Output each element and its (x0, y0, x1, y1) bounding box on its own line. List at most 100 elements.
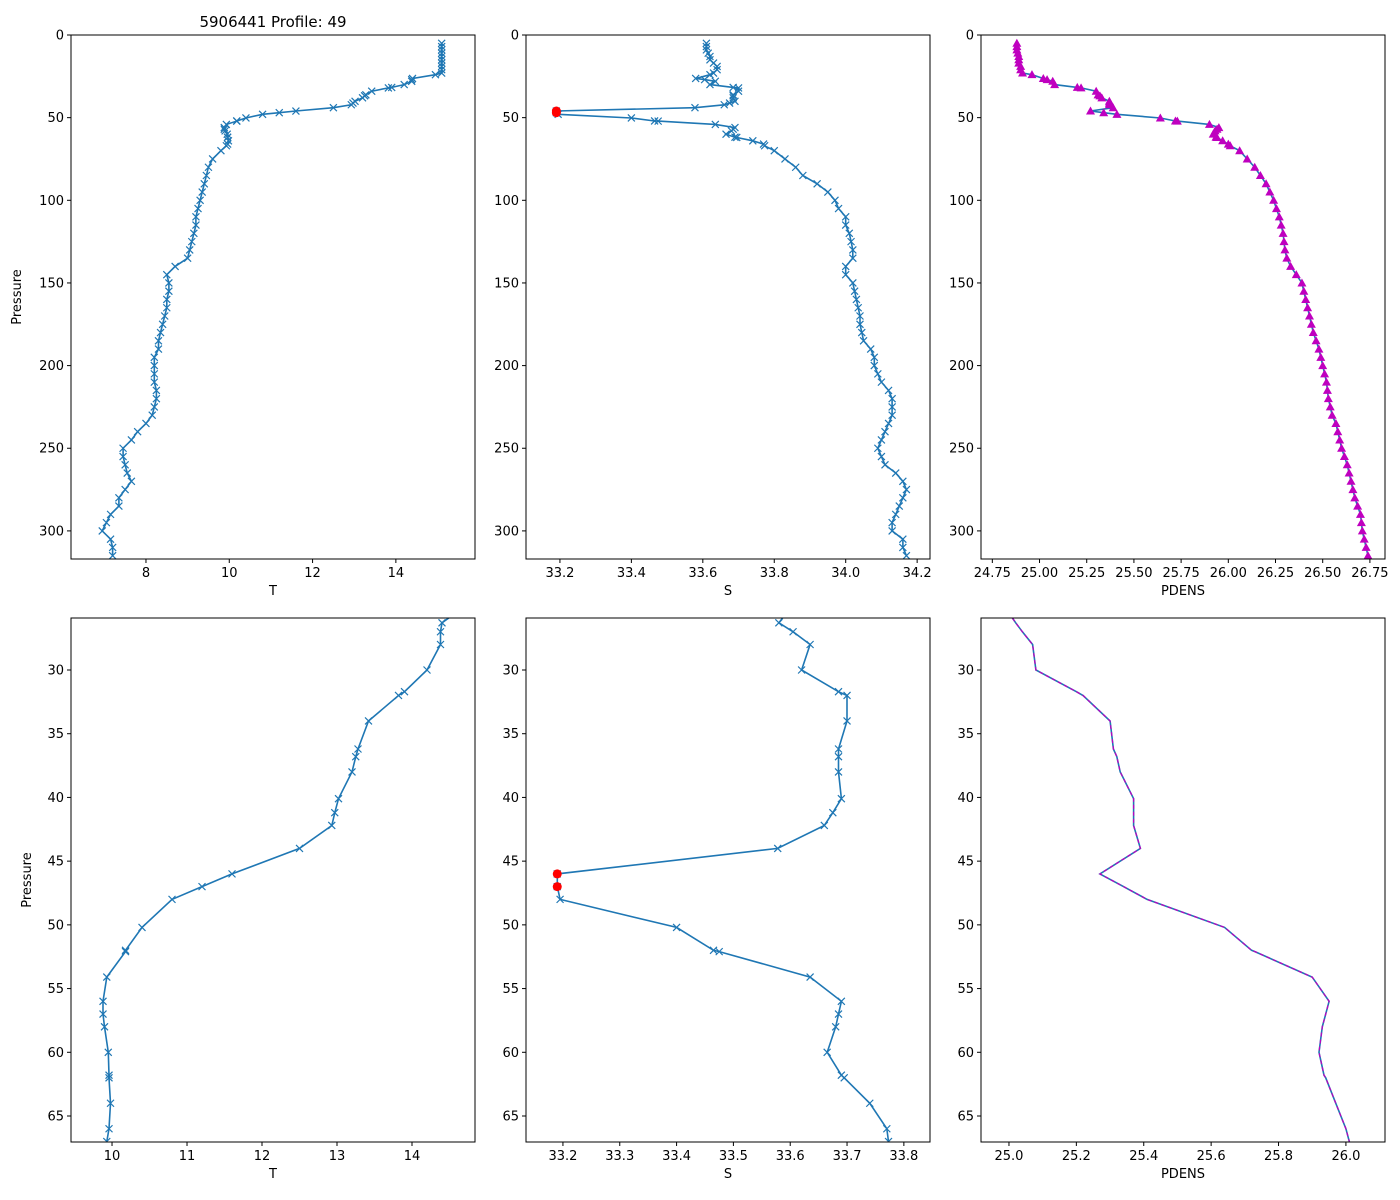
data-point (1350, 493, 1360, 502)
y-tick-label: 200 (494, 359, 519, 374)
data-point (242, 114, 250, 122)
data-point (725, 99, 734, 108)
data-point (1333, 427, 1343, 436)
data-point (1359, 534, 1369, 543)
data-point (873, 369, 882, 378)
data-point (1076, 83, 1086, 92)
x-tick-label: 8 (142, 566, 150, 581)
data-point (154, 336, 163, 345)
data-point (691, 74, 700, 83)
y-tick-label: 65 (957, 1110, 974, 1125)
series-line-S (555, 43, 908, 557)
panel-top-T: 8 10 12 14 0 50 100 150 200 250 300 T Pressure 590644… (10, 13, 476, 599)
data-point (354, 745, 362, 753)
y-tick-label: 40 (957, 791, 974, 806)
data-point (711, 77, 720, 86)
x-tick-label: 12 (254, 1149, 271, 1164)
panel-top-PDENS: 24.75 25.00 25.25 25.50 25.75 26.00 26.25 26.50… (949, 29, 1388, 600)
plot-area (99, 618, 450, 1142)
y-tick-label: 60 (502, 1046, 519, 1061)
data-point (127, 477, 136, 486)
data-point (1291, 270, 1301, 279)
data-point (870, 353, 879, 362)
data-point (102, 1137, 111, 1142)
data-point (164, 279, 173, 287)
x-tick-label: 25.75 (1163, 566, 1200, 581)
data-point (437, 59, 446, 68)
data-point (841, 212, 850, 221)
data-point (702, 39, 711, 48)
data-point (823, 188, 832, 196)
data-point (720, 100, 729, 109)
data-point (1261, 179, 1271, 188)
plot-area (552, 618, 893, 1142)
data-point (902, 551, 911, 559)
data-point (121, 460, 130, 469)
y-tick-label: 40 (47, 791, 64, 806)
data-point (731, 133, 739, 142)
data-point (330, 808, 339, 817)
data-point (898, 493, 907, 502)
data-point (843, 691, 851, 700)
data-point (348, 768, 356, 776)
data-point (1271, 204, 1281, 213)
data-point (437, 65, 446, 74)
data-point (1299, 286, 1309, 295)
data-point (1357, 526, 1367, 535)
y-tick-label: 30 (957, 663, 974, 678)
data-point (1318, 361, 1328, 370)
data-point (734, 83, 743, 92)
data-point (834, 1010, 843, 1018)
data-point (358, 93, 367, 102)
data-point (150, 378, 159, 387)
data-point (729, 90, 738, 99)
data-point (114, 493, 123, 502)
data-point (192, 212, 200, 221)
x-tick-label: 25.4 (1129, 1149, 1158, 1164)
data-point (183, 254, 192, 263)
data-point (162, 295, 171, 304)
y-tick-label: 55 (957, 982, 974, 997)
data-point (171, 262, 180, 271)
data-point (108, 543, 117, 552)
x-tick-label: 25.25 (1068, 566, 1105, 581)
data-point (223, 130, 232, 139)
plot-area (551, 39, 911, 559)
data-point (828, 808, 837, 817)
data-point (1172, 116, 1182, 125)
data-point (105, 1124, 113, 1133)
data-point (770, 146, 779, 155)
data-point (881, 460, 889, 469)
y-axis-label: Pressure (20, 852, 35, 908)
data-point (127, 436, 136, 444)
data-point (1342, 460, 1352, 469)
data-point (1320, 369, 1330, 378)
data-point (198, 882, 206, 891)
data-point (275, 108, 284, 117)
data-point (1212, 132, 1222, 141)
data-point (423, 666, 431, 674)
data-point (437, 42, 446, 51)
data-point (1097, 93, 1107, 102)
y-tick-label: 45 (957, 855, 974, 870)
flagged-point (552, 869, 562, 879)
data-point (1308, 328, 1318, 337)
data-point (1274, 212, 1284, 221)
data-point (881, 427, 889, 436)
data-point (150, 361, 159, 370)
data-point (1327, 410, 1337, 419)
y-tick-label: 50 (47, 111, 64, 126)
x-tick-label: 33.7 (833, 1149, 862, 1164)
x-tick-label: 10 (221, 566, 238, 581)
x-tick-label: 26.0 (1331, 1149, 1360, 1164)
data-point (1344, 468, 1354, 477)
data-point (859, 336, 868, 345)
series-line-S (556, 618, 890, 1142)
data-point (856, 312, 864, 320)
data-point (813, 179, 822, 188)
data-point (162, 270, 171, 279)
data-point (258, 110, 267, 119)
data-point (160, 312, 169, 320)
data-point (98, 526, 107, 535)
y-tick-label: 35 (502, 727, 519, 742)
